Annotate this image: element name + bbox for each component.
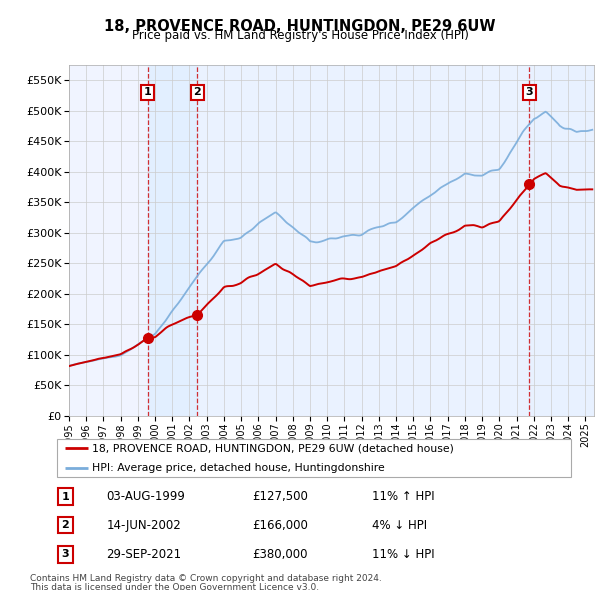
Text: 2: 2 [193,87,201,97]
Text: 29-SEP-2021: 29-SEP-2021 [106,548,181,561]
Text: 3: 3 [62,549,69,559]
Text: 18, PROVENCE ROAD, HUNTINGDON, PE29 6UW: 18, PROVENCE ROAD, HUNTINGDON, PE29 6UW [104,19,496,34]
Text: 3: 3 [526,87,533,97]
Text: 03-AUG-1999: 03-AUG-1999 [106,490,185,503]
Text: This data is licensed under the Open Government Licence v3.0.: This data is licensed under the Open Gov… [30,583,319,590]
FancyBboxPatch shape [56,439,571,477]
Text: 1: 1 [62,492,70,502]
Text: 1: 1 [144,87,152,97]
Text: 11% ↑ HPI: 11% ↑ HPI [373,490,435,503]
Bar [197,65,529,416]
Text: 11% ↓ HPI: 11% ↓ HPI [373,548,435,561]
Text: 4% ↓ HPI: 4% ↓ HPI [373,519,428,532]
Text: 18, PROVENCE ROAD, HUNTINGDON, PE29 6UW (detached house): 18, PROVENCE ROAD, HUNTINGDON, PE29 6UW … [92,443,454,453]
Bar [529,65,594,416]
Text: £127,500: £127,500 [253,490,308,503]
Text: 2: 2 [62,520,70,530]
Text: £166,000: £166,000 [253,519,308,532]
Text: 14-JUN-2002: 14-JUN-2002 [106,519,181,532]
Text: Contains HM Land Registry data © Crown copyright and database right 2024.: Contains HM Land Registry data © Crown c… [30,574,382,583]
Text: HPI: Average price, detached house, Huntingdonshire: HPI: Average price, detached house, Hunt… [92,463,385,473]
Text: Price paid vs. HM Land Registry's House Price Index (HPI): Price paid vs. HM Land Registry's House … [131,30,469,42]
Text: £380,000: £380,000 [253,548,308,561]
Bar [148,65,197,416]
